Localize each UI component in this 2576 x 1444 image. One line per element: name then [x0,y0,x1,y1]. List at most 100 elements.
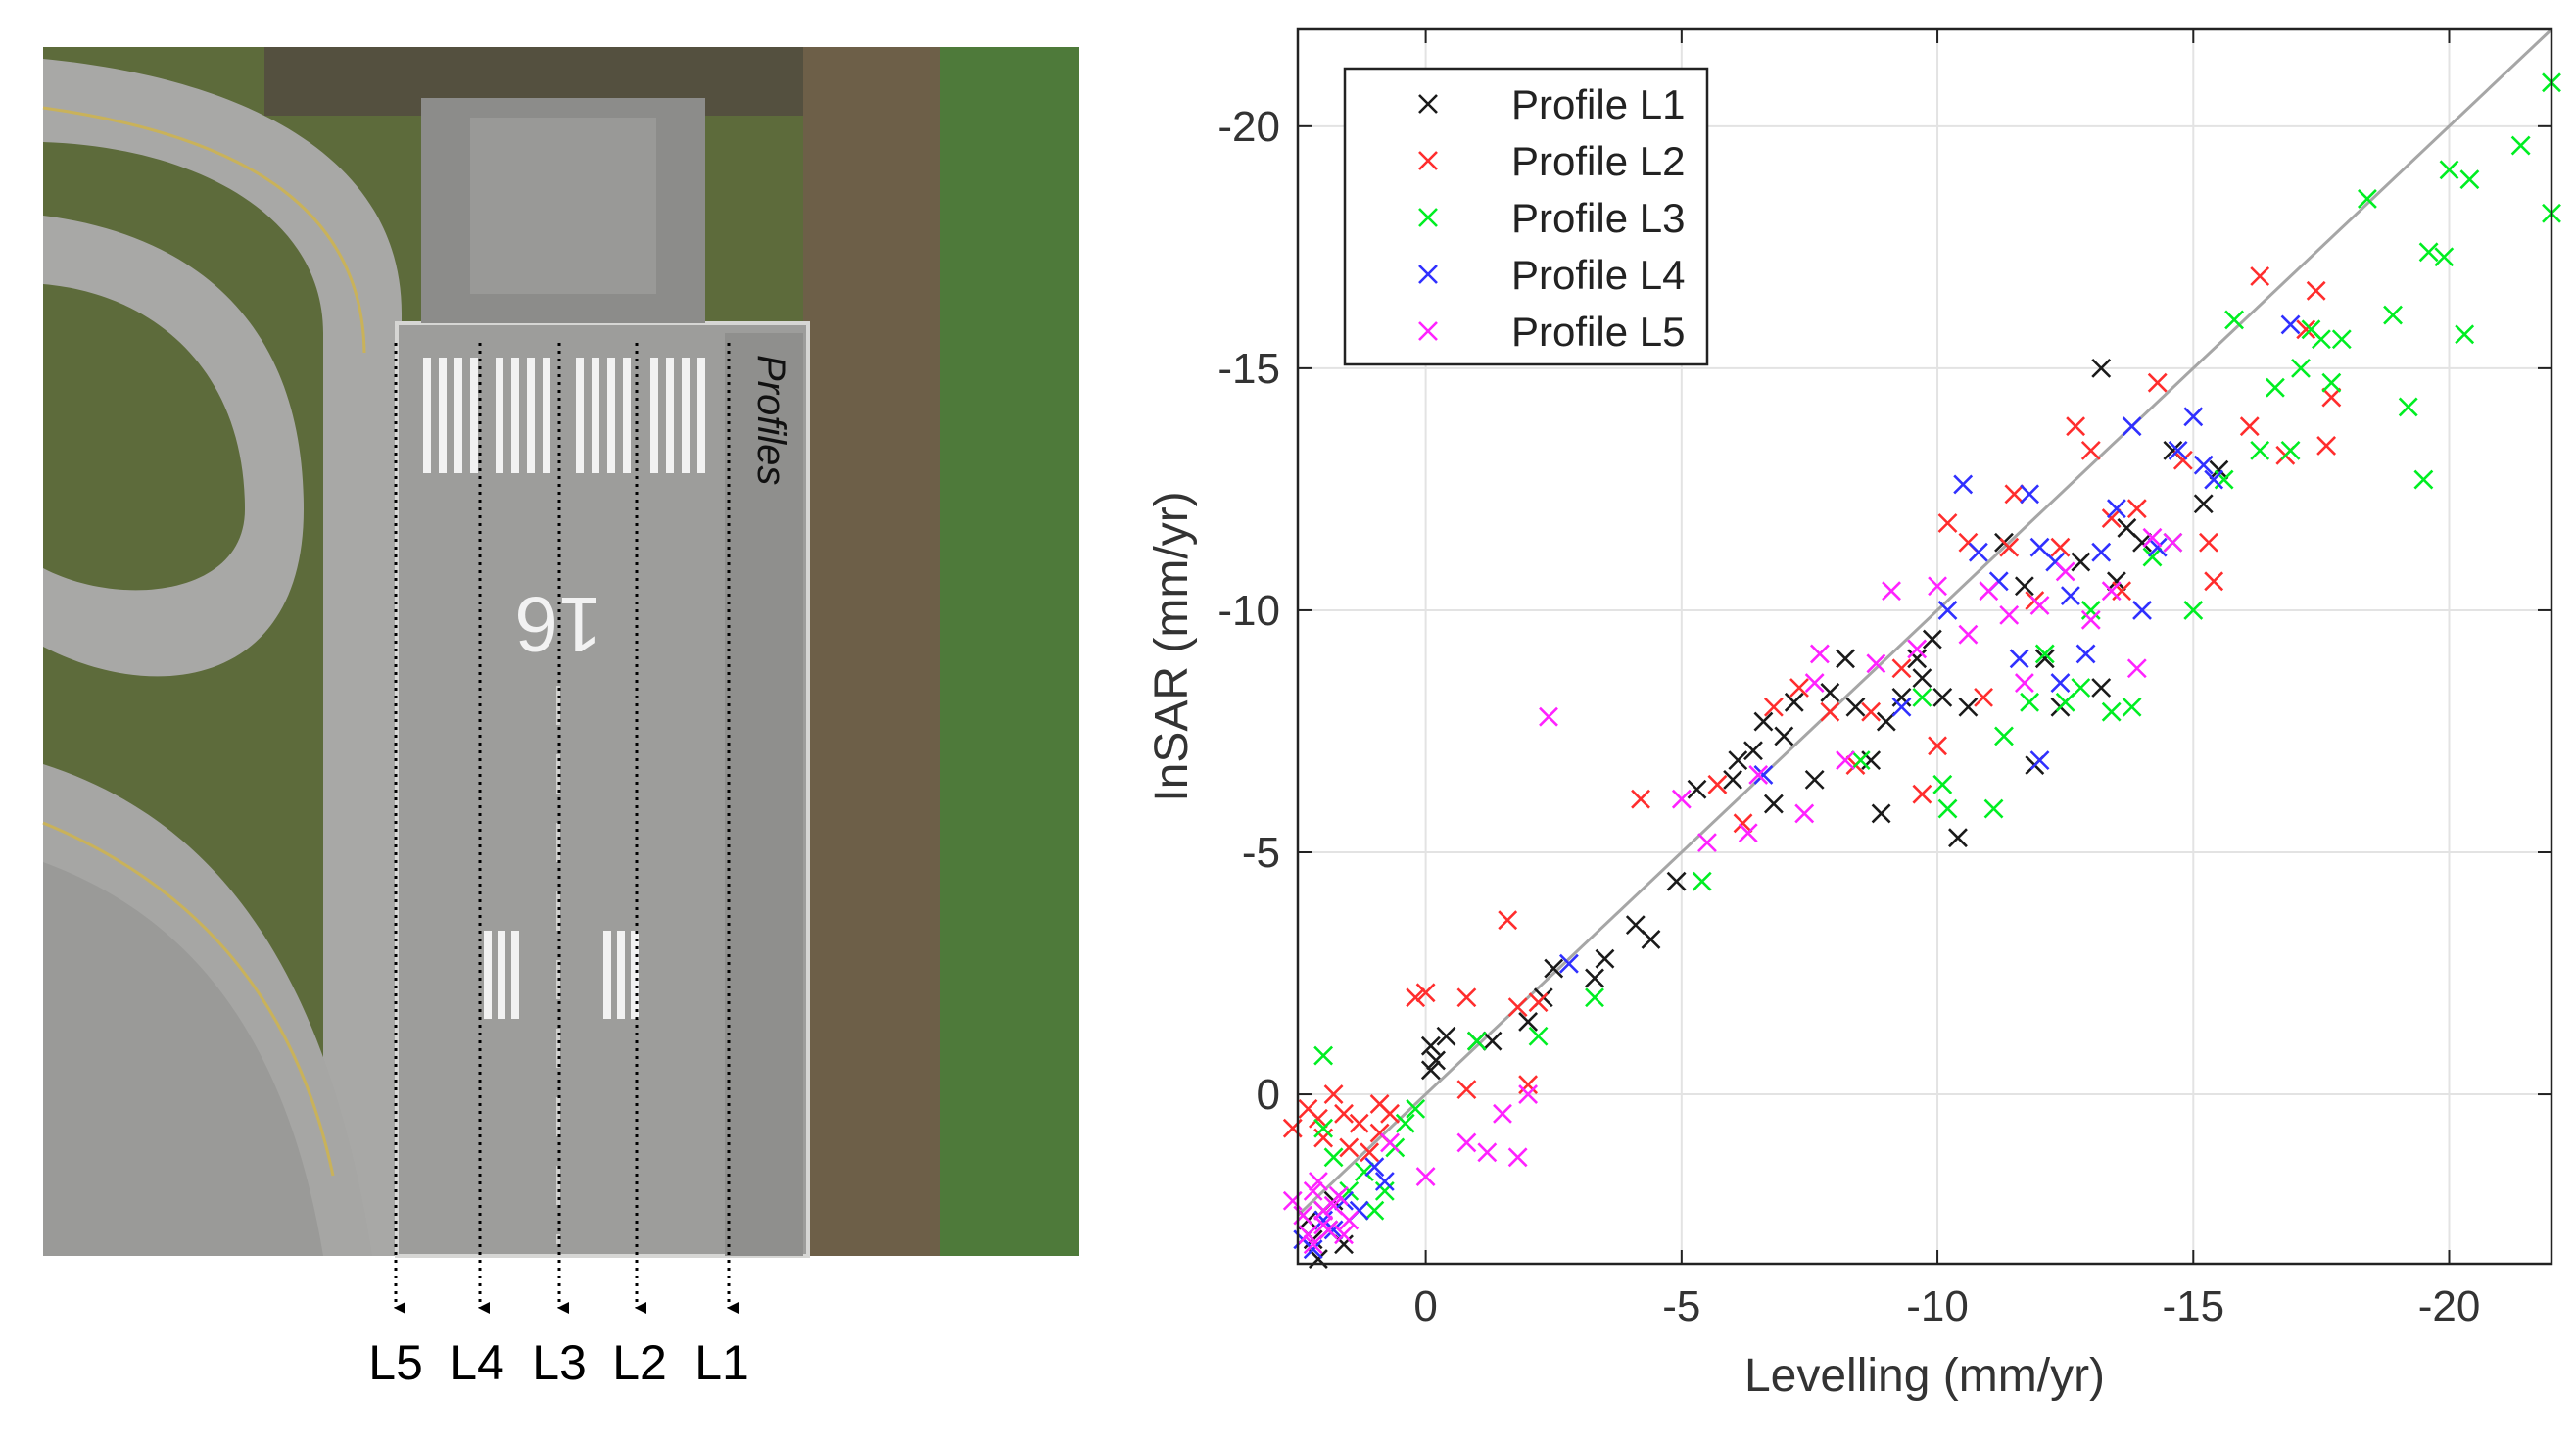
data-point [1339,1180,1360,1201]
data-point [2060,586,2080,606]
legend-marker [1418,208,1438,227]
data-point [2398,397,2418,417]
x-tick-label: 0 [1413,1282,1437,1330]
data-point [1313,1200,1334,1221]
data-point [1866,653,1886,674]
data-point [2055,561,2075,582]
data-point [2147,537,2168,557]
profile-label-l4: L4 [450,1335,504,1390]
data-point [2029,596,2050,615]
data-point [1539,706,1558,727]
data-point [2306,280,2326,301]
data-point [1932,774,1953,794]
data-point [2009,649,2029,669]
data-point [1958,624,1979,645]
data-point [1953,474,1974,495]
data-point [1836,750,1855,771]
legend-label: Profile L3 [1511,195,1685,241]
data-point [1912,668,1932,689]
data-point [2291,358,2311,378]
data-point [1804,769,1825,790]
legend-label: Profile L5 [1511,309,1685,355]
data-point [2122,416,2142,437]
data-point [1374,1180,1395,1201]
grass-field-right [940,47,1079,1256]
data-point [2101,508,2122,528]
data-point [2142,527,2163,548]
data-point [1323,1084,1344,1104]
data-point [1323,1195,1344,1216]
data-point [2224,310,2244,330]
data-point [2091,358,2112,378]
profiles-label: Profiles [749,355,792,485]
data-point [1544,958,1564,979]
data-point [2168,440,2188,460]
data-point [1932,687,1953,707]
data-point [1456,1080,1477,1100]
data-point [1303,1234,1323,1255]
data-point [1728,750,1748,771]
legend-marker [1418,321,1438,341]
data-point [1323,1147,1344,1168]
runway-aerial-image: 16 Profiles L5 L4 L3 L2 L1 [42,47,1079,1390]
data-point [2239,416,2260,437]
data-point [2193,455,2214,475]
x-tick-label: -10 [1906,1282,1969,1330]
data-point [1406,987,1426,1008]
profile-label-l1: L1 [694,1335,749,1390]
data-point [1303,1239,1323,1260]
data-point [1518,1012,1539,1032]
data-point [1687,779,1707,799]
data-point [1595,948,1615,969]
data-point [2091,678,2112,698]
data-point [2358,189,2377,209]
data-point [1871,803,1891,824]
data-point [1671,789,1692,809]
data-point [1466,1031,1487,1051]
data-point [2250,266,2270,286]
data-point [1983,798,2004,819]
data-point [1420,1035,1441,1056]
data-point [2132,532,2152,553]
data-point [1697,833,1717,853]
data-point [1891,697,1912,717]
data-point [1928,736,1947,756]
data-point [1836,649,1855,669]
data-point [1364,1157,1385,1178]
axis-ticks: 0 -5 -10 -15 -20 0 -5 -10 -15 -20 [1217,29,2552,1330]
data-point [2107,571,2126,592]
data-point [1912,784,1932,804]
data-point [1395,1113,1415,1133]
legend-box [1343,67,1709,366]
data-point [1631,789,1650,809]
soil-strip [803,47,940,1256]
data-point [1999,604,2020,625]
data-point [2321,372,2342,393]
data-point [2066,416,2086,437]
data-point [1794,803,1815,824]
legend: Profile L1 Profile L2 Profile L3 Profile L4… [1343,67,1709,366]
data-point [1958,697,1979,717]
taxiway-curve-upper [43,59,402,1256]
y-tick-label: -10 [1217,587,1280,635]
data-point [2071,678,2091,698]
data-point [1774,726,1794,746]
data-point [2055,692,2075,712]
data-point [2126,499,2147,519]
data-point [2004,484,2025,505]
data-point [1558,953,1579,974]
data-point [1861,750,1882,771]
data-point [2434,247,2455,267]
data-point [2029,750,2050,771]
data-point [1733,813,1753,834]
data-point [1968,542,1988,562]
data-point [1334,1225,1354,1245]
data-point [2439,160,2459,180]
data-point [2455,324,2475,345]
data-point [2107,499,2126,519]
data-point [2142,547,2163,567]
legend-marker [1418,94,1438,114]
data-point [1360,1142,1380,1163]
data-point [2147,372,2168,393]
data-point [2204,469,2224,490]
